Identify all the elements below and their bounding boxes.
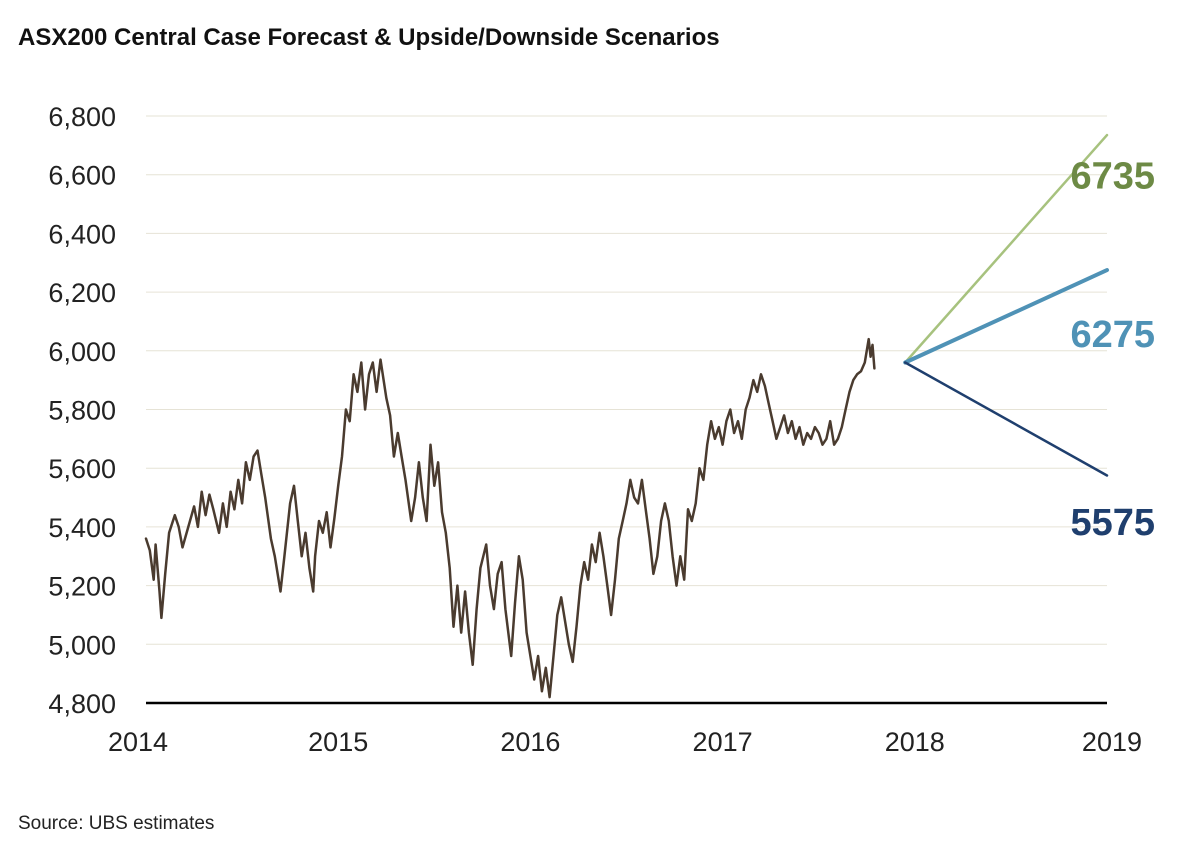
downside-scenario-line bbox=[903, 361, 1109, 477]
asx200-line bbox=[144, 337, 876, 699]
y-axis-ticks: 4,800 5,000 5,200 5,400 5,600 5,800 6,000 6,200… bbox=[48, 102, 116, 719]
series-lines bbox=[144, 133, 1109, 699]
y-tick-label: 6,400 bbox=[48, 219, 116, 249]
y-tick-label: 5,400 bbox=[48, 513, 116, 543]
y-tick-label: 6,600 bbox=[48, 161, 116, 191]
x-tick-label: 2017 bbox=[693, 727, 753, 757]
y-tick-label: 5,800 bbox=[48, 396, 116, 426]
central-label: 6275 bbox=[1070, 314, 1155, 356]
x-tick-label: 2014 bbox=[108, 727, 168, 757]
upside-scenario-line bbox=[903, 133, 1109, 364]
x-tick-label: 2015 bbox=[308, 727, 368, 757]
downside-label: 5575 bbox=[1070, 502, 1155, 544]
y-tick-label: 5,000 bbox=[48, 630, 116, 660]
y-tick-label: 5,200 bbox=[48, 572, 116, 602]
central-case-line bbox=[903, 268, 1109, 365]
x-axis-ticks: 2014 2015 2016 2017 2018 2019 bbox=[108, 727, 1142, 757]
x-tick-label: 2018 bbox=[885, 727, 945, 757]
x-tick-label: 2016 bbox=[500, 727, 560, 757]
scenario-labels: 6735 6275 5575 bbox=[1070, 156, 1155, 544]
y-tick-label: 6,200 bbox=[48, 278, 116, 308]
y-tick-label: 4,800 bbox=[48, 689, 116, 719]
y-tick-label: 6,800 bbox=[48, 102, 116, 132]
upside-label: 6735 bbox=[1070, 156, 1155, 198]
y-tick-label: 5,600 bbox=[48, 454, 116, 484]
source-note: Source: UBS estimates bbox=[18, 813, 215, 834]
gridlines bbox=[146, 115, 1107, 705]
y-tick-label: 6,000 bbox=[48, 337, 116, 367]
x-tick-label: 2019 bbox=[1082, 727, 1142, 757]
chart-title: ASX200 Central Case Forecast & Upside/Do… bbox=[18, 24, 720, 51]
